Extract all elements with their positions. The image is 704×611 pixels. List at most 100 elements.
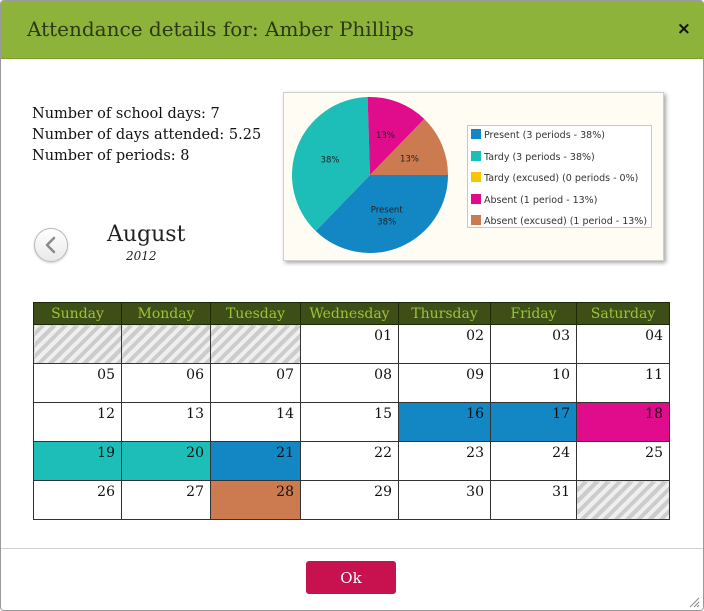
calendar-empty-cell [576, 480, 670, 520]
calendar-day-cell: 21 [210, 441, 301, 481]
ok-button[interactable]: Ok [306, 561, 396, 594]
weekday-wednesday: Wednesday [300, 302, 399, 325]
day-number: 15 [374, 406, 392, 422]
day-number: 22 [374, 445, 392, 461]
pie-percent-label: 13% [400, 154, 419, 164]
legend-label: Absent (1 period - 13%) [484, 194, 598, 206]
day-number: 07 [276, 367, 294, 383]
calendar-day-cell: 27 [121, 480, 211, 520]
weekday-monday: Monday [121, 302, 211, 325]
calendar-week-row: 26 27 28 29 30 31 [33, 480, 670, 520]
calendar-empty-cell [33, 324, 122, 364]
legend-item: Present (3 periods - 38%) [471, 129, 605, 141]
day-number: 01 [374, 328, 392, 344]
calendar-day-cell: 09 [398, 363, 491, 403]
dialog-title: Attendance details for: Amber Phillips [27, 17, 414, 41]
day-number: 24 [552, 445, 570, 461]
legend-swatch [471, 129, 481, 139]
calendar-day-cell: 26 [33, 480, 122, 520]
previous-month-button[interactable] [34, 228, 68, 262]
calendar-empty-cell [210, 324, 301, 364]
dialog-footer: Ok [1, 548, 703, 610]
weekday-thursday: Thursday [398, 302, 491, 325]
calendar-year: 2012 [126, 249, 157, 263]
legend-label: Present (3 periods - 38%) [484, 130, 605, 141]
legend-swatch [471, 172, 481, 182]
day-number: 08 [374, 367, 392, 383]
calendar-day-cell: 18 [576, 402, 670, 442]
attendance-summary: Number of school days: 7 Number of days … [32, 104, 261, 167]
pie-slice-present [315, 175, 448, 253]
calendar-day-cell: 16 [398, 402, 491, 442]
weekday-tuesday: Tuesday [210, 302, 301, 325]
day-number: 14 [276, 406, 294, 422]
calendar-month: August [107, 222, 186, 247]
day-number: 18 [645, 406, 663, 422]
calendar-weekday-header: Sunday Monday Tuesday Wednesday Thursday Frid… [33, 302, 670, 325]
day-number: 20 [186, 445, 204, 461]
calendar-day-cell: 01 [300, 324, 399, 364]
calendar-day-cell: 13 [121, 402, 211, 442]
day-number: 27 [186, 484, 204, 500]
calendar-day-cell: 02 [398, 324, 491, 364]
day-number: 19 [97, 445, 115, 461]
school-days-count: Number of school days: 7 [32, 106, 220, 122]
day-number: 12 [97, 406, 115, 422]
legend-label: Tardy (3 periods - 38%) [484, 151, 595, 163]
calendar-empty-cell [121, 324, 211, 364]
day-number: 05 [97, 367, 115, 383]
day-number: 25 [645, 445, 663, 461]
legend-swatch [471, 150, 481, 161]
legend-item: Absent (excused) (1 period - 13%) [471, 215, 647, 227]
calendar-day-cell: 19 [33, 441, 122, 481]
day-number: 04 [645, 328, 663, 344]
dialog-titlebar[interactable]: Attendance details for: Amber Phillips × [1, 1, 703, 59]
calendar-day-cell: 06 [121, 363, 211, 403]
calendar-day-cell: 12 [33, 402, 122, 442]
weekday-friday: Friday [490, 302, 577, 325]
calendar-day-cell: 14 [210, 402, 301, 442]
pie-percent-label: 38% [321, 156, 340, 166]
calendar-day-cell: 22 [300, 441, 399, 481]
close-icon[interactable]: × [676, 19, 691, 39]
day-number: 21 [276, 445, 294, 461]
calendar-week-row: 12 13 14 15 16 17 18 [33, 402, 670, 442]
legend-item: Tardy (3 periods - 38%) [471, 150, 595, 163]
day-number: 17 [552, 406, 570, 422]
day-number: 23 [466, 445, 484, 461]
day-number: 16 [466, 406, 484, 422]
legend-swatch [471, 215, 481, 225]
resize-grip-icon[interactable] [689, 597, 700, 608]
chart-legend: Present (3 periods - 38%) Tardy (3 period… [467, 125, 652, 228]
calendar-day-cell: 03 [490, 324, 577, 364]
pie-slice-name-label: Present [371, 206, 404, 216]
day-number: 06 [186, 367, 204, 383]
chevron-left-icon [45, 236, 56, 254]
periods-count: Number of periods: 8 [32, 148, 190, 164]
legend-item: Absent (1 period - 13%) [471, 193, 598, 206]
calendar-day-cell: 31 [490, 480, 577, 520]
weekday-saturday: Saturday [576, 302, 670, 325]
pie-slice-absent-excused [370, 119, 448, 175]
legend-label: Tardy (excused) (0 periods - 0%) [484, 173, 639, 184]
day-number: 02 [466, 328, 484, 344]
calendar-day-cell: 30 [398, 480, 491, 520]
pie-percent-label: 38% [377, 218, 396, 228]
day-number: 09 [466, 367, 484, 383]
weekday-sunday: Sunday [33, 302, 122, 325]
calendar-week-row: 05 06 07 08 09 10 11 [33, 363, 670, 403]
calendar-day-cell: 24 [490, 441, 577, 481]
day-number: 30 [466, 484, 484, 500]
calendar-week-row: 01 02 03 04 [33, 324, 670, 364]
pie-percent-label: 13% [376, 131, 395, 141]
calendar-week-row: 19 20 21 22 23 24 25 [33, 441, 670, 481]
calendar-day-cell: 08 [300, 363, 399, 403]
calendar-day-cell: 10 [490, 363, 577, 403]
attendance-pie-chart: 38% Present 38% 13% 13% Present (3 periods -… [283, 92, 664, 261]
days-attended-count: Number of days attended: 5.25 [32, 127, 262, 143]
day-number: 28 [276, 484, 294, 500]
legend-label: Absent (excused) (1 period - 13%) [484, 216, 648, 227]
calendar-day-cell: 04 [576, 324, 670, 364]
calendar-day-cell: 17 [490, 402, 577, 442]
